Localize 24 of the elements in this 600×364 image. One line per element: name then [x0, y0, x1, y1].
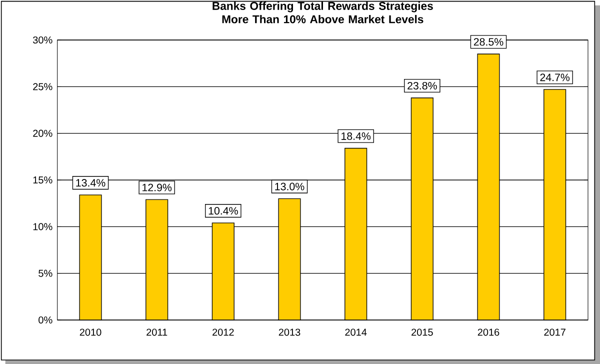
- y-tick-label: 15%: [33, 176, 52, 184]
- y-tick-label: 0%: [38, 316, 52, 324]
- data-label: 13.0%: [275, 182, 304, 190]
- x-tick-label: 2017: [544, 328, 566, 336]
- data-label: 12.9%: [142, 184, 172, 192]
- data-label: 28.5%: [474, 38, 504, 46]
- x-tick-label: 2012: [212, 328, 234, 336]
- data-label: 18.4%: [342, 132, 371, 140]
- y-tick-label: 25%: [33, 83, 52, 90]
- data-label: 23.8%: [408, 82, 437, 90]
- y-tick-label: 10%: [33, 223, 52, 230]
- y-tick-label: 5%: [38, 270, 52, 277]
- y-tick-label: 20%: [33, 130, 52, 137]
- x-tick-label: 2011: [146, 328, 168, 336]
- data-label: 13.4%: [76, 179, 106, 187]
- x-tick-label: 2010: [80, 328, 102, 336]
- y-tick-label: 30%: [32, 36, 52, 44]
- x-tick-label: 2015: [412, 328, 433, 336]
- chart-title: Banks Offering Total Rewards Strategies More Than 10% Above Market Levels: [212, 2, 433, 24]
- x-tick-label: 2013: [278, 328, 300, 336]
- x-tick-label: 2016: [478, 328, 500, 336]
- x-tick-label: 2014: [345, 328, 367, 336]
- data-label: 10.4%: [208, 207, 238, 215]
- data-label: 24.7%: [540, 74, 570, 82]
